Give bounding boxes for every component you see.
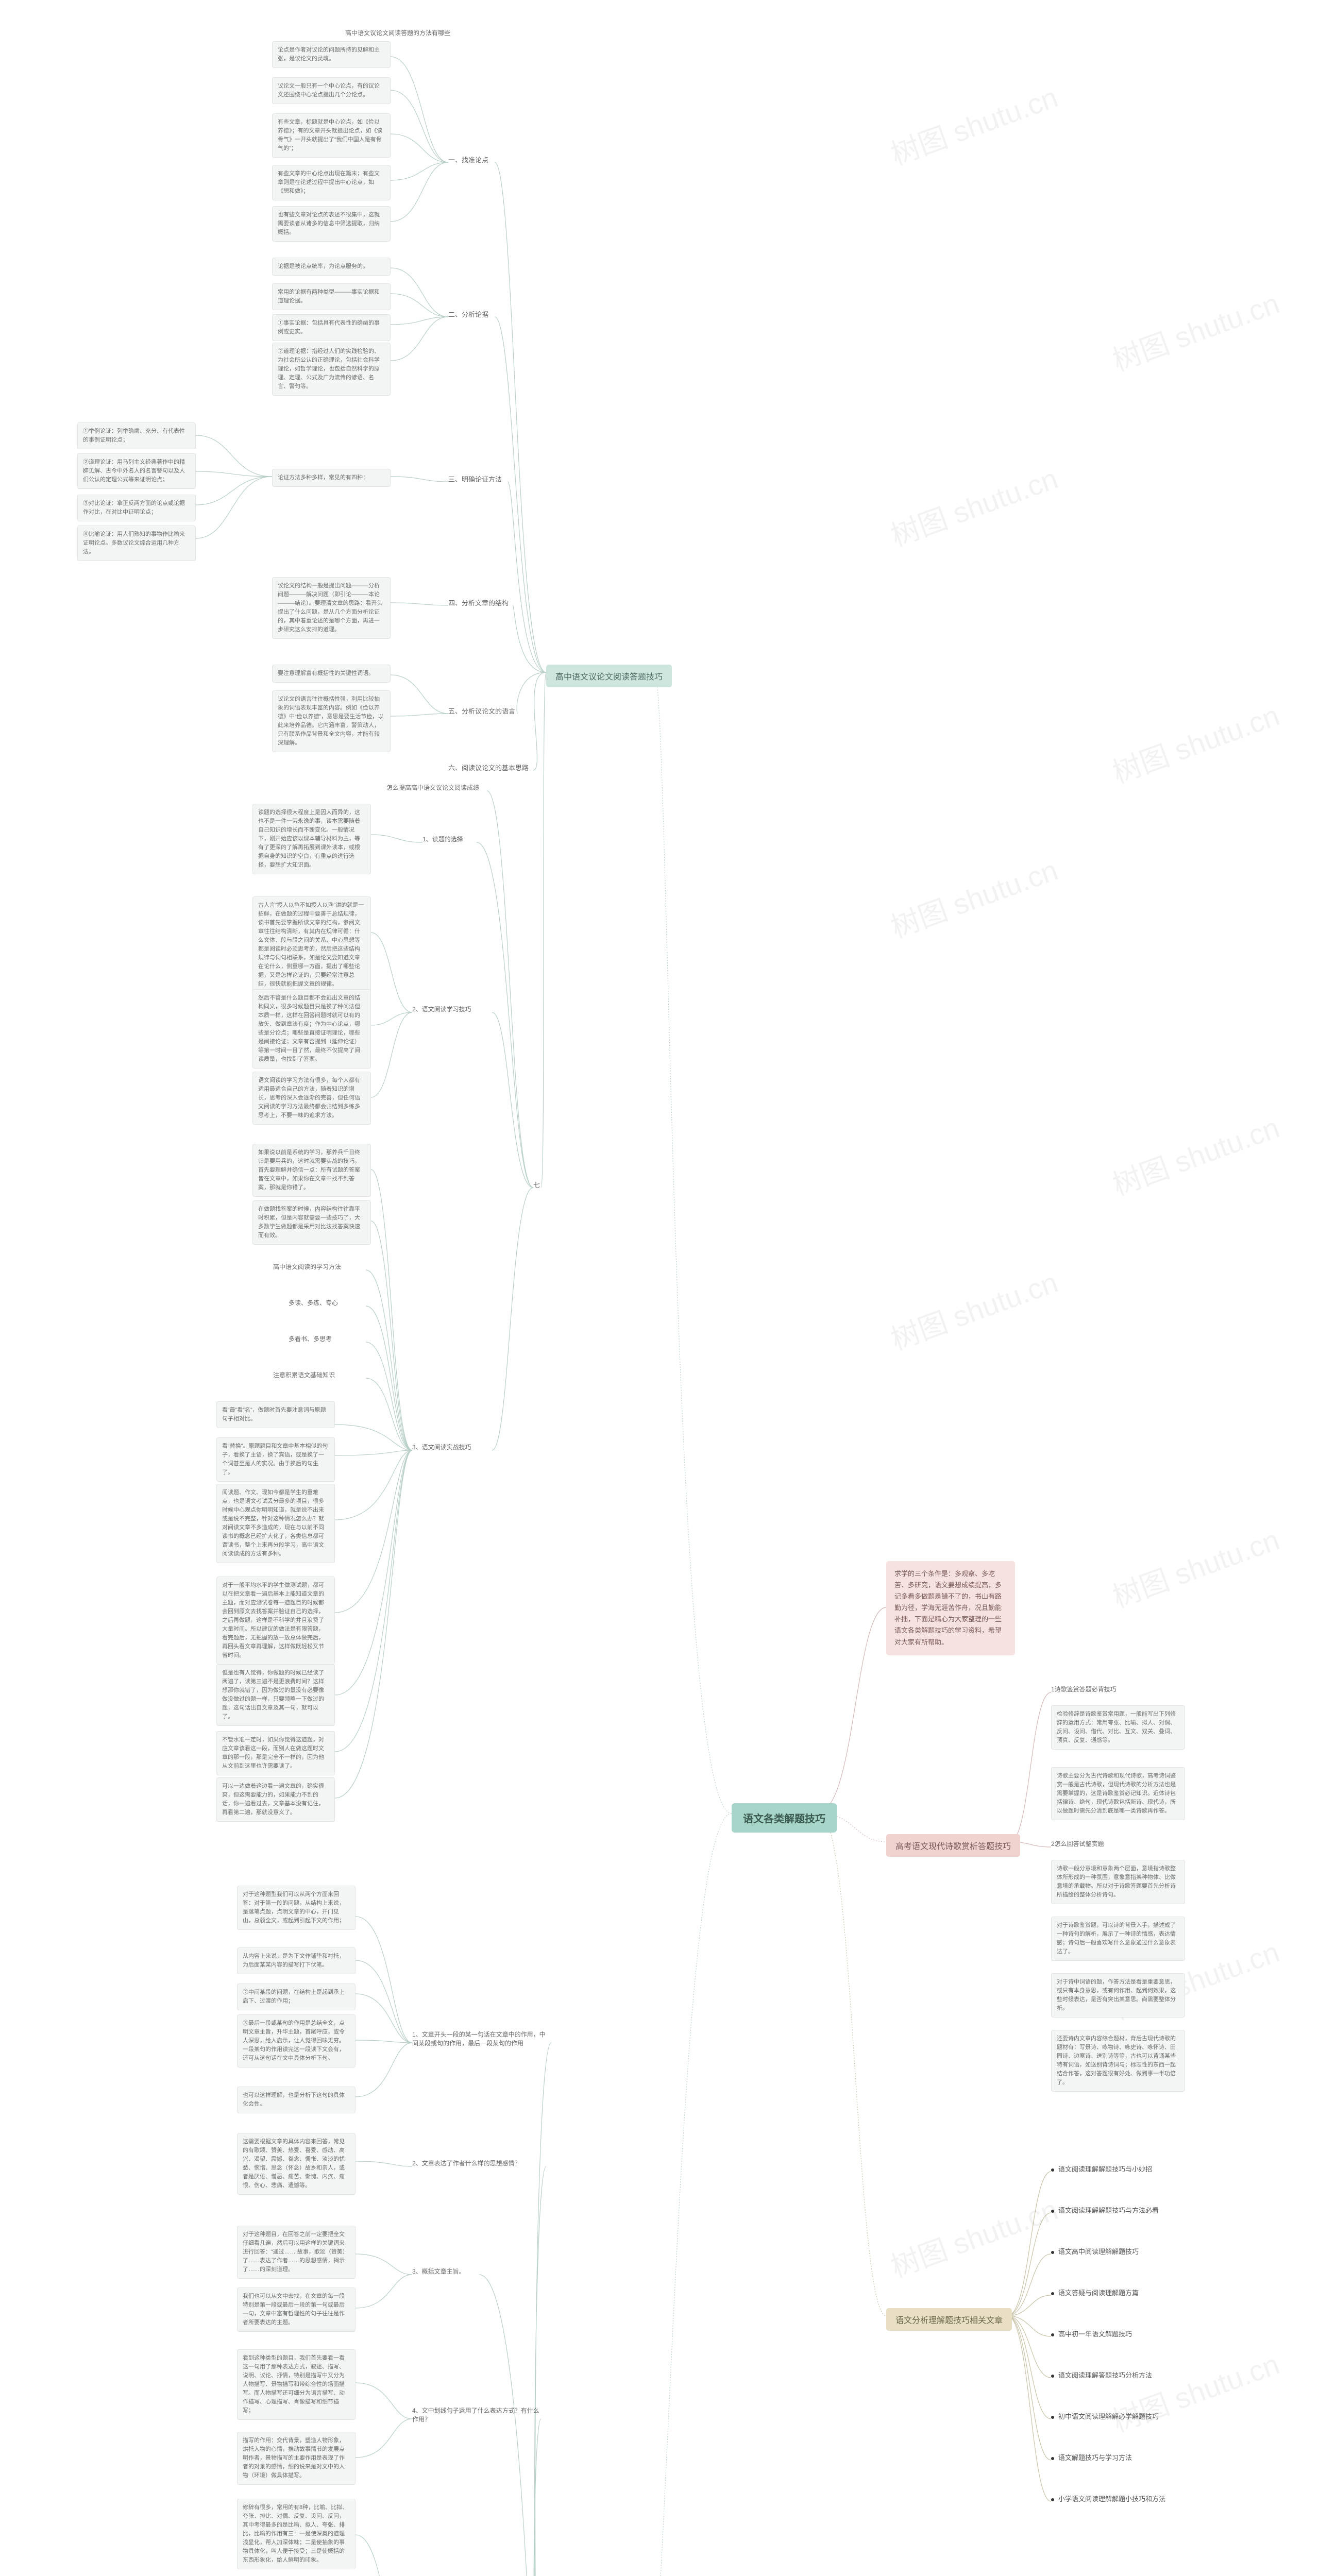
detail-card: 对于这种题目，在回答之前一定要把全文仔细看几遍，然后可以用这样的关键词来进行回答… [237, 2226, 356, 2279]
detail-card: 但是也有人觉得，你做题的时候已经读了两遍了，读第三遍不是更浪费时间？这样想那你就… [216, 1664, 335, 1726]
related-link[interactable]: 语文阅读理解答题技巧分析方法 [1051, 2370, 1152, 2380]
detail-card: 语文阅读的学习方法有很多，每个人都有适用最适合自己的方法，随着知识的增长，思考的… [252, 1072, 371, 1125]
node-label[interactable]: 2、文章表达了作者什么样的思想感情？ [412, 2159, 531, 2167]
detail-card: 议论文的语言往往概括性强，利用比较抽象的词语表现丰富的内容。例如《俭以养德》中“… [272, 690, 391, 752]
node-label[interactable]: 3、概括文章主旨。 [412, 2267, 531, 2276]
node-label[interactable]: 注意积累语文基础知识 [273, 1370, 335, 1379]
branch-node[interactable]: 高中语文议论文阅读答题技巧 [546, 665, 672, 687]
detail-card: ②道理论据：指经过人们的实践检验的、为社会所公认的正确理论，包括社会科学理论，如… [272, 343, 391, 396]
detail-card: 这需要根据文章的具体内容来回答，常见的有歌颂、赞美、热爱、喜爱、感动、高兴、渴望… [237, 2133, 356, 2195]
related-link[interactable]: 语文阅读理解解题技巧与方法必看 [1051, 2205, 1159, 2215]
detail-card: 也可以这样理解，也是分析下这句的具体化会性。 [237, 2087, 356, 2113]
node-label[interactable]: 四、分析文章的结构 [448, 598, 509, 607]
detail-card: ②中间某段的问题，在结构上是起到承上启下、过渡的作用； [237, 1984, 356, 2010]
node-label[interactable]: 1诗歌鉴赏答题必背技巧 [1051, 1685, 1117, 1693]
detail-card: ③最后一段或某句的作用是总结全文，点明文章主旨，升华主题，首尾呼应，或令人深思，… [237, 2014, 356, 2067]
detail-card: 要注意理解富有概括性的关键性词语。 [272, 665, 391, 683]
intro-card: 求学的三个条件是：多观察、多吃苦、多研究，语文要想成绩提高，多记多看多做题是错不… [886, 1561, 1015, 1655]
detail-card: 古人言“授人以鱼不如授人以渔”讲的就是一招鲜，在做题的过程中要善于总结规律，读书… [252, 896, 371, 993]
watermark: 树图 shutu.cn [884, 847, 1063, 946]
detail-card: 不管水准一定时，如果你觉得这道题，对应文章该看这一段，而别人在做这题时文章的那一… [216, 1731, 335, 1775]
watermark: 树图 shutu.cn [1106, 1105, 1284, 1204]
node-label[interactable]: 2怎么回答试鉴赏题 [1051, 1839, 1104, 1848]
detail-card: 对于诗歌鉴赏题，可以诗的背景入手，描述成了一种诗句的解析，展示了一种诗的情感，表… [1051, 1917, 1185, 1961]
node-label[interactable]: 七 [533, 1180, 540, 1190]
detail-card: 对于诗中词语的题，作答方法是看是重要意思，或只有本身意思，或有何作用、起到何效果… [1051, 1973, 1185, 2018]
branch-node[interactable]: 语文分析理解题技巧相关文章 [886, 2308, 1012, 2331]
node-label[interactable]: 高中语文阅读的学习方法 [273, 1262, 341, 1271]
detail-card: 对于这种题型我们可以从两个方面来回答：对于第一段的问题，从结构上来说，是落笔点题… [237, 1886, 356, 1930]
node-label[interactable]: 一、找准论点 [448, 155, 488, 164]
branch-node[interactable]: 高考语文现代诗歌赏析答题技巧 [886, 1834, 1020, 1857]
watermark: 树图 shutu.cn [884, 74, 1063, 173]
node-label[interactable]: 二、分析论据 [448, 309, 488, 319]
detail-card: 还要诗内文章内容综合题材，背后古现代诗歌的题材有：写景诗、咏物诗、咏史诗、咏怀诗… [1051, 2030, 1185, 2092]
detail-card: 论据是被论点统率，为论点服务的。 [272, 258, 391, 276]
node-label[interactable]: 1、读题的选择 [422, 835, 463, 843]
watermark: 树图 shutu.cn [884, 2187, 1063, 2285]
watermark: 树图 shutu.cn [1106, 692, 1284, 791]
related-link[interactable]: 语文解题技巧与学习方法 [1051, 2452, 1132, 2462]
detail-card: 在做题找答案的时候，内容结构往往靠平时积累，但是内容就需要一些技巧了，大多数学生… [252, 1200, 371, 1245]
node-label[interactable]: 多读、多练、专心 [289, 1298, 338, 1307]
detail-card: 我们也可以从文中去找，在文章的每一段特别是第一段或最后一段的第一句或最后一句，文… [237, 2287, 356, 2332]
node-label[interactable]: 2、语文阅读学习技巧 [412, 1005, 471, 1013]
detail-card: 描写的作用：交代背景，塑造人物形象，烘托人物的心情，推动故事情节的发展点明作者，… [237, 2432, 356, 2485]
detail-card: 论点是作者对议论的问题所持的见解和主张，是议论文的灵魂。 [272, 41, 391, 68]
node-label[interactable]: 三、明确论证方法 [448, 474, 502, 484]
detail-card: 如果说以前是系统的学习，那养兵千日终归是要用兵的，这时就需要实战的技巧。首先要理… [252, 1144, 371, 1197]
detail-card: ④比喻论证：用人们熟知的事物作比喻来证明论点。多数议论文综合运用几种方法。 [77, 526, 196, 561]
detail-card: 可以一边做着这边看一遍文章的，确实很爽，但这需要能力的，如果能力不到的话，你一遍… [216, 1777, 335, 1822]
detail-card: ③对比论证：拿正反两方面的论点或论据作对比，在对比中证明论点； [77, 495, 196, 521]
detail-card: 看到这种类型的题目，我们首先要看一看这一句用了那种表达方式，叙述、描写、说明、议… [237, 2349, 356, 2420]
related-link[interactable]: 初中语文阅读理解解必学解题技巧 [1051, 2411, 1159, 2421]
detail-card: 议论文的结构一般是提出问题———分析问题———解决问题（即引论———本论———结… [272, 577, 391, 639]
related-link[interactable]: 语文阅读理解解题技巧与小妙招 [1051, 2164, 1152, 2174]
detail-card: 也有些文章对论点的表述不很集中，这就需要读者从诸多的信息中筛选提取，归纳概括。 [272, 206, 391, 242]
detail-card: ①举例论证：列举确凿、充分、有代表性的事例证明论点； [77, 422, 196, 449]
watermark: 树图 shutu.cn [1106, 2341, 1284, 2440]
related-link[interactable]: 高中初一年语文解题技巧 [1051, 2329, 1132, 2338]
detail-card: 有些文章，标题就是中心论点，如《俭以养德》；有的文章开头就提出论点，如《谈骨气》… [272, 113, 391, 158]
detail-card: 看“替换”。原题题目和文章中基本相似的句子，看换了主语，换了宾语，或是换了一个词… [216, 1437, 335, 1482]
related-link[interactable]: 语文答疑与阅读理解题方篇 [1051, 2287, 1139, 2297]
node-label[interactable]: 高中语文议论文阅读答题的方法有哪些 [345, 28, 450, 37]
detail-card: 检验修辞是诗歌鉴赏常用题，一般能写出下列修辞的运用方式：常用夸张、比喻、拟人、对… [1051, 1705, 1185, 1750]
detail-card: 看“最”看“名”，做题时首先要注意词与原题句子相对比。 [216, 1401, 335, 1428]
related-link[interactable]: 语文高中阅读理解解题技巧 [1051, 2246, 1139, 2256]
detail-card: 从内容上来说，是为下文作铺垫和衬托，为后面某某内容的描写打下伏笔。 [237, 1947, 356, 1974]
detail-card: 论证方法多种多样，常见的有四种： [272, 469, 391, 487]
node-label[interactable]: 1、文章开头一段的某一句话在文章中的作用，中间某段或句的作用，最后一段某句的作用 [412, 2030, 551, 2047]
connectors [0, 0, 1319, 2576]
detail-card: ①事实论据：包括具有代表性的确凿的事例或史实。 [272, 314, 391, 341]
detail-card: ②道理论证：用马列主义经典著作中的精辟见解、古今中外名人的名言警句以及人们公认的… [77, 453, 196, 489]
detail-card: 诗歌一般分意境和意象两个层面，意境指诗歌整体所形成的一种氛围，意象意指某种物体、… [1051, 1860, 1185, 1904]
detail-card: 常用的论据有两种类型———事实论据和道理论据。 [272, 283, 391, 310]
detail-card: 阅读题、作文、现如今都是学生的重难点，也是语文考试丢分最多的项目，很多时候中心观… [216, 1484, 335, 1563]
detail-card: 读题的选择很大程度上是因人而异的，这也不是一件一劳永逸的事，读本需要随着自己知识… [252, 804, 371, 874]
node-label[interactable]: 六、阅读议论文的基本思路 [448, 762, 529, 772]
node-label[interactable]: 怎么提高高中语文议论文阅读成绩 [386, 783, 479, 792]
watermark: 树图 shutu.cn [1106, 1517, 1284, 1616]
mindmap-canvas: 树图 shutu.cn 树图 shutu.cn 树图 shutu.cn 树图 shut… [0, 0, 1319, 2576]
node-label[interactable]: 3、语文阅读实战技巧 [412, 1443, 471, 1451]
root-node[interactable]: 语文各类解题技巧 [732, 1803, 837, 1833]
detail-card: 诗歌主要分为古代诗歌和现代诗歌，高考诗词鉴赏一般是古代诗歌，但现代诗歌的分析方法… [1051, 1767, 1185, 1820]
detail-card: 对于一般平均水平的学生做测试题，都可以在把文章看一遍后基本上能知道文章的主题，而… [216, 1577, 335, 1665]
node-label[interactable]: 4、文中划线句子运用了什么表达方式？有什么作用？ [412, 2406, 541, 2424]
detail-card: 修辞有很多，常用的有8种，比喻、比拟、夸张、排比、对偶、反复、设问、反问，其中考… [237, 2499, 356, 2569]
detail-card: 议论文一般只有一个中心论点，有的议论文还围绕中心论点提出几个分论点。 [272, 77, 391, 104]
watermark: 树图 shutu.cn [1106, 280, 1284, 379]
watermark: 树图 shutu.cn [884, 455, 1063, 554]
detail-card: 然后不管是什么题目都不会逃出文章的结构同义，很多时候题目只是换了种问法但本质一样… [252, 989, 371, 1069]
related-link[interactable]: 小学语文阅读理解解题小技巧和方法 [1051, 2494, 1165, 2503]
node-label[interactable]: 五、分析议论文的语言 [448, 706, 515, 716]
detail-card: 有些文章的中心论点出现在篇末；有些文章则是在论述过程中提出中心论点，如《想和做》… [272, 165, 391, 200]
watermark: 树图 shutu.cn [884, 1259, 1063, 1358]
node-label[interactable]: 多看书、多思考 [289, 1334, 332, 1343]
